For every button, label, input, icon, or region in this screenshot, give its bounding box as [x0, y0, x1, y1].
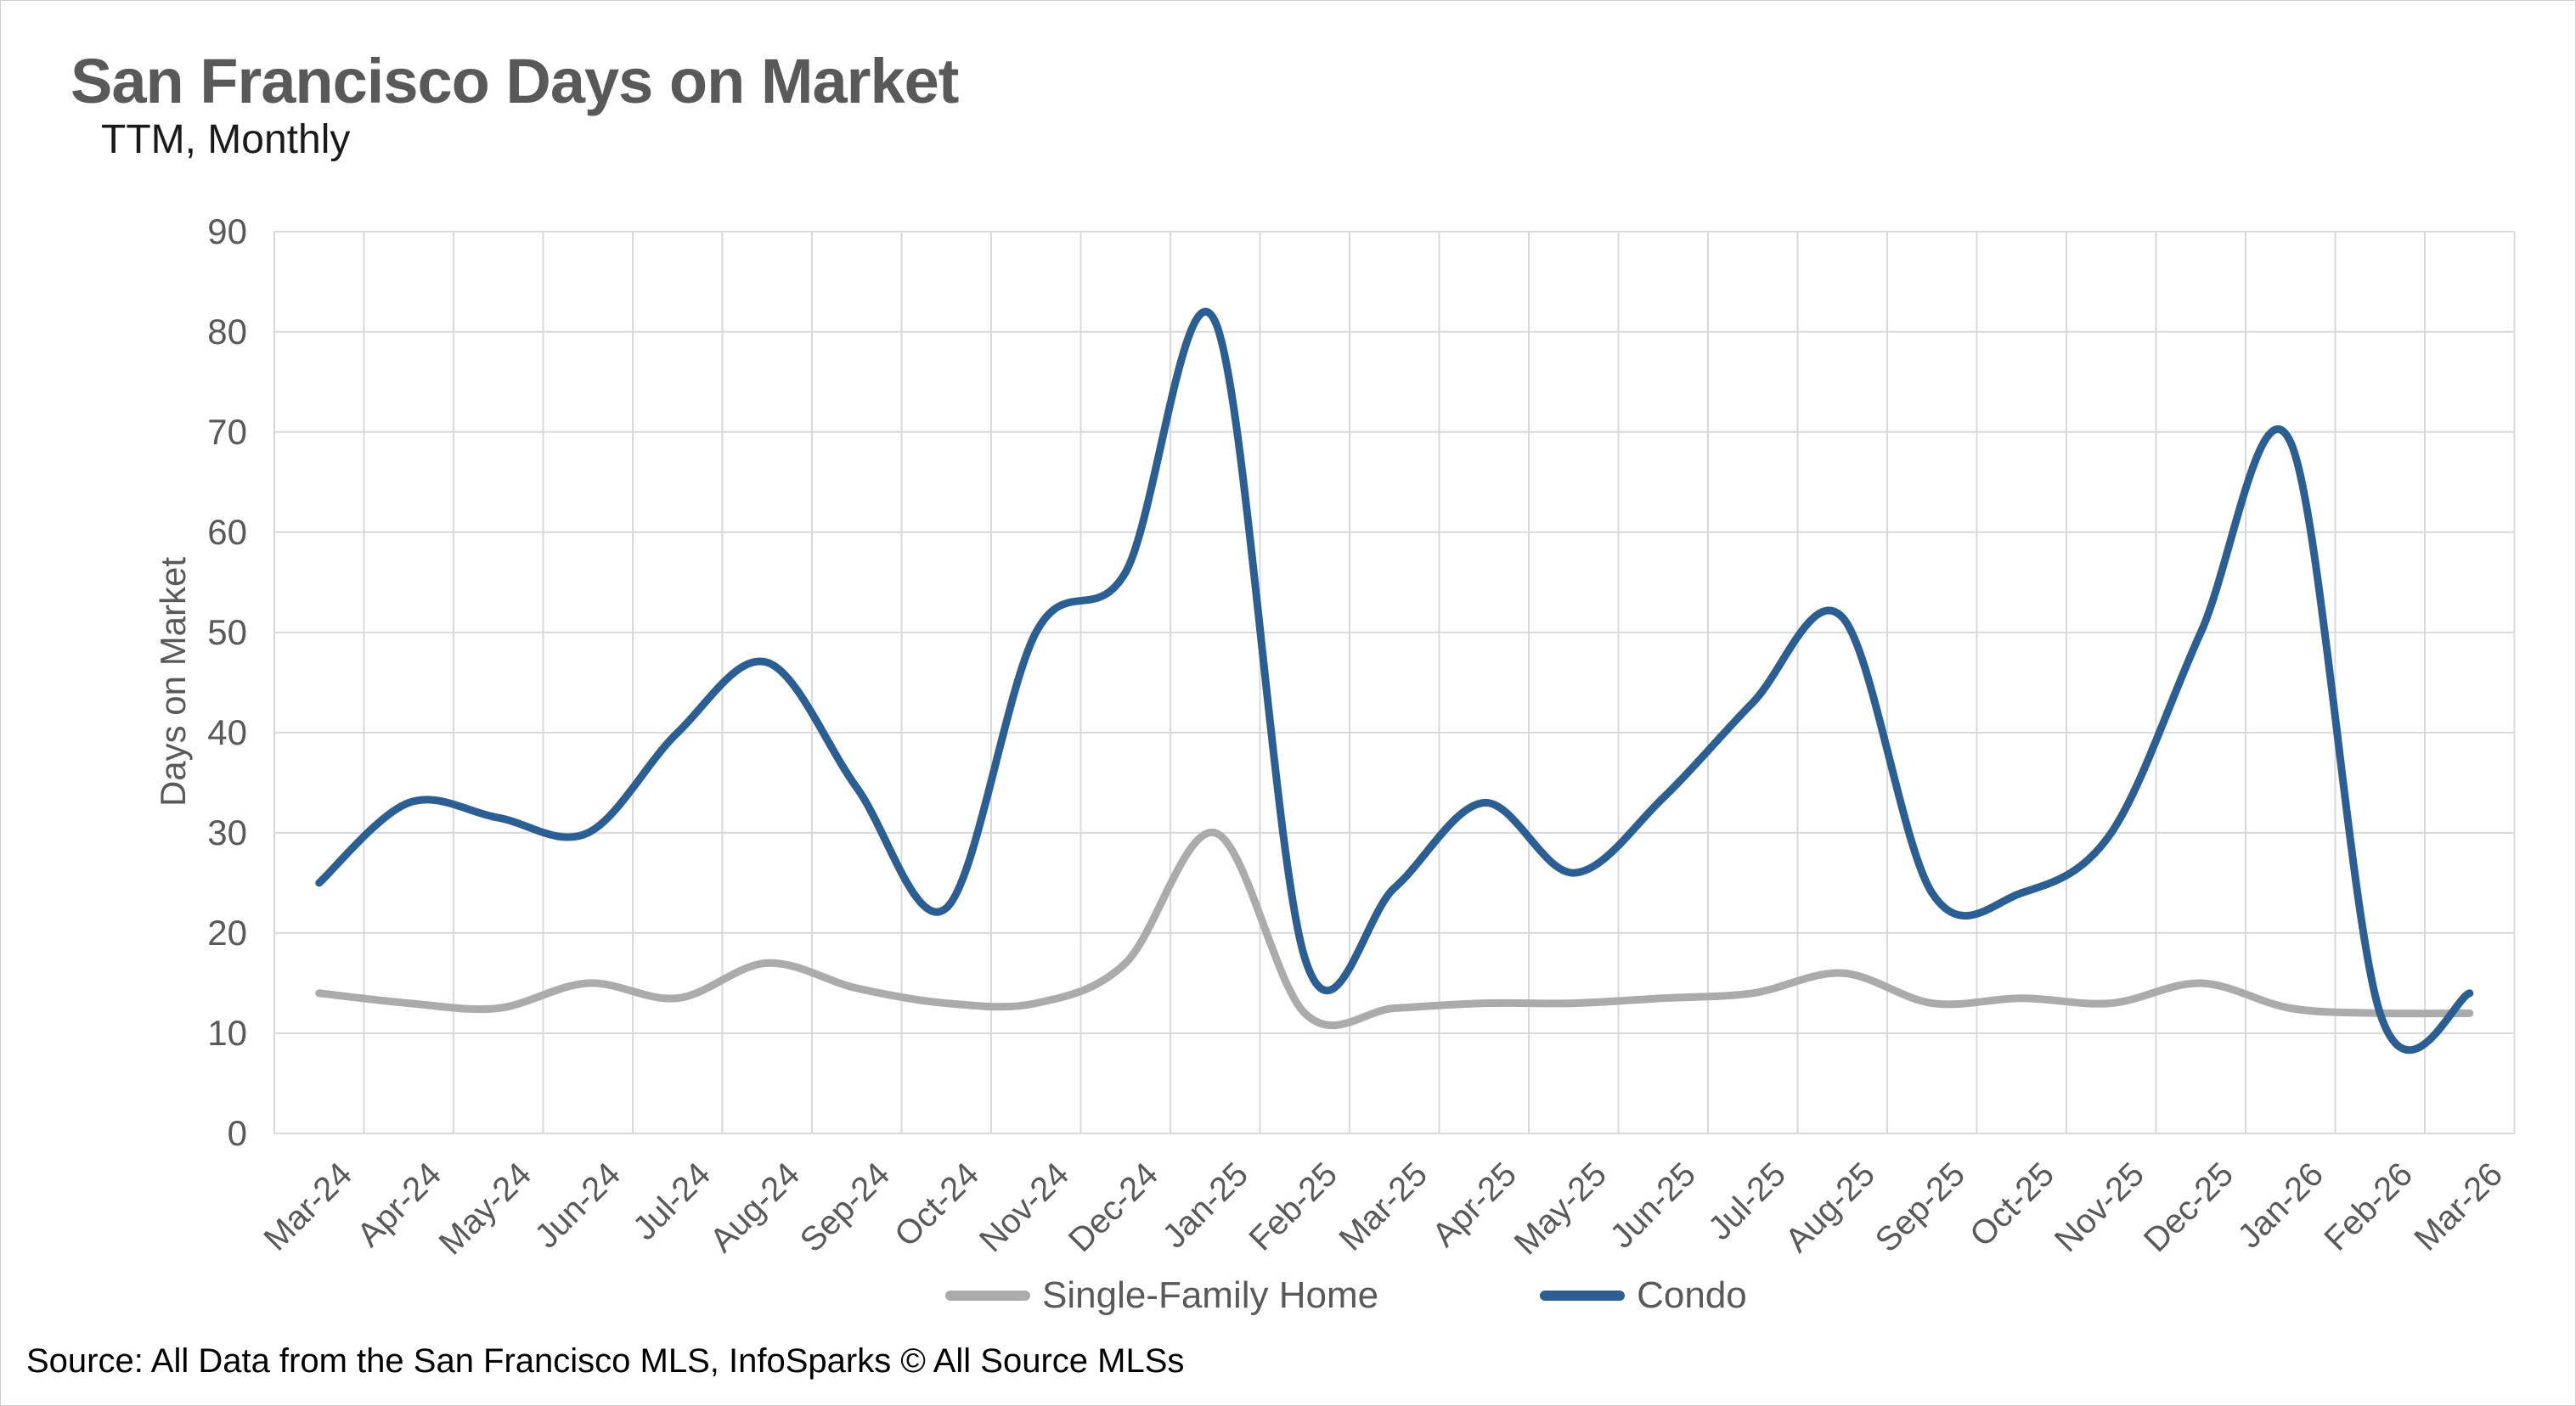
series-line-single-family-home	[315, 829, 2474, 1030]
y-tick-label-10: 10	[207, 1012, 247, 1053]
y-tick-label-50: 50	[207, 611, 247, 652]
legend-label-single-family-home: Single-Family Home	[1042, 1274, 1379, 1316]
y-axis-title: Days on Market	[153, 556, 193, 807]
source-attribution: Source: All Data from the San Francisco …	[26, 1342, 1185, 1380]
condo-line-swatch	[1540, 1291, 1626, 1301]
chart-subtitle: TTM, Monthly	[101, 117, 351, 162]
single-family-line-swatch	[945, 1291, 1030, 1301]
series-line-condo	[315, 307, 2474, 1054]
y-tick-label-60: 60	[207, 511, 247, 552]
y-tick-label-40: 40	[207, 711, 247, 752]
y-tick-label-20: 20	[207, 912, 247, 953]
y-tick-label-30: 30	[207, 812, 247, 852]
legend-item-single-family-home: Single-Family Home	[945, 1274, 1378, 1317]
chart-legend: Single-Family Home Condo	[945, 1274, 1747, 1317]
y-tick-label-90: 90	[207, 211, 247, 251]
y-tick-label-70: 70	[207, 411, 247, 452]
y-tick-label-80: 80	[207, 311, 247, 352]
y-tick-label-0: 0	[227, 1113, 247, 1153]
legend-label-condo: Condo	[1637, 1274, 1747, 1316]
legend-item-condo: Condo	[1540, 1274, 1747, 1317]
chart-title: San Francisco Days on Market	[70, 46, 959, 116]
